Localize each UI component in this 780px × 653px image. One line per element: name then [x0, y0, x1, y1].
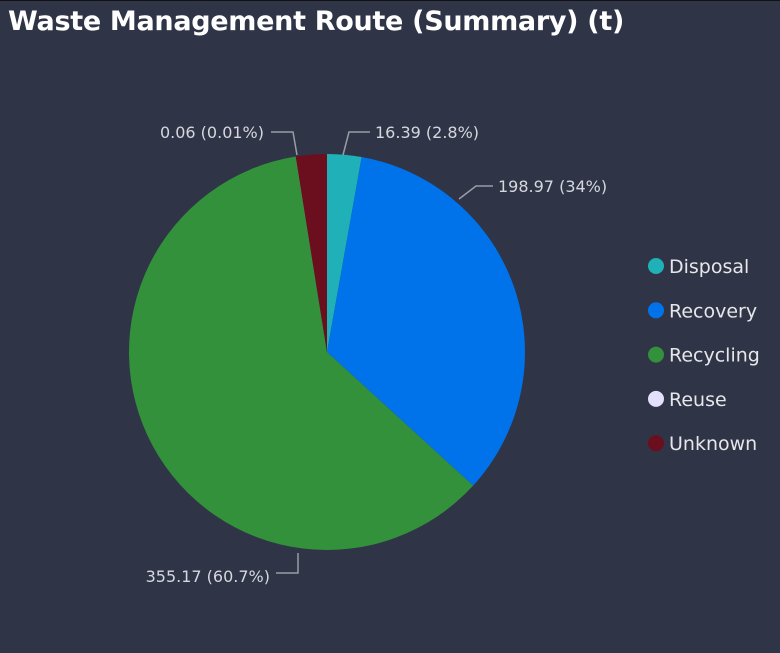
pie-slice-recycling[interactable] [129, 156, 474, 551]
legend-label: Disposal [669, 256, 749, 278]
legend-item-recovery[interactable]: Recovery [648, 300, 757, 322]
pie-slice-disposal[interactable] [327, 154, 362, 352]
leader-line-disposal [342, 131, 370, 156]
legend-label: Reuse [669, 389, 727, 411]
leader-line-recycling [276, 553, 299, 574]
pie-slice-unknown[interactable] [295, 154, 327, 352]
legend-label: Recovery [669, 300, 757, 322]
data-label-reuse: 0.06 (0.01%) [160, 123, 264, 142]
legend-marker [648, 302, 664, 319]
leader-line-reuse [271, 131, 298, 156]
legend-item-reuse[interactable]: Reuse [648, 389, 727, 411]
pie-slice-recovery[interactable] [327, 157, 525, 486]
legend-marker [648, 390, 664, 407]
legend-marker [648, 346, 664, 363]
pie-slice-reuse[interactable] [295, 156, 327, 352]
legend-item-recycling[interactable]: Recycling [648, 345, 760, 367]
legend-marker [648, 258, 664, 274]
legend-marker [648, 435, 664, 452]
data-label-recovery: 198.97 (34%) [498, 177, 607, 196]
legend-label: Recycling [669, 345, 760, 367]
data-label-disposal: 16.39 (2.8%) [375, 123, 479, 142]
leader-line-recovery [458, 185, 493, 200]
legend-label: Unknown [669, 433, 757, 455]
legend-item-disposal[interactable]: Disposal [648, 256, 749, 278]
chart-title: Waste Management Route (Summary) (t) [8, 6, 624, 37]
top-border [0, 0, 780, 1]
legend-item-unknown[interactable]: Unknown [648, 433, 757, 455]
data-label-recycling: 355.17 (60.7%) [146, 567, 270, 586]
